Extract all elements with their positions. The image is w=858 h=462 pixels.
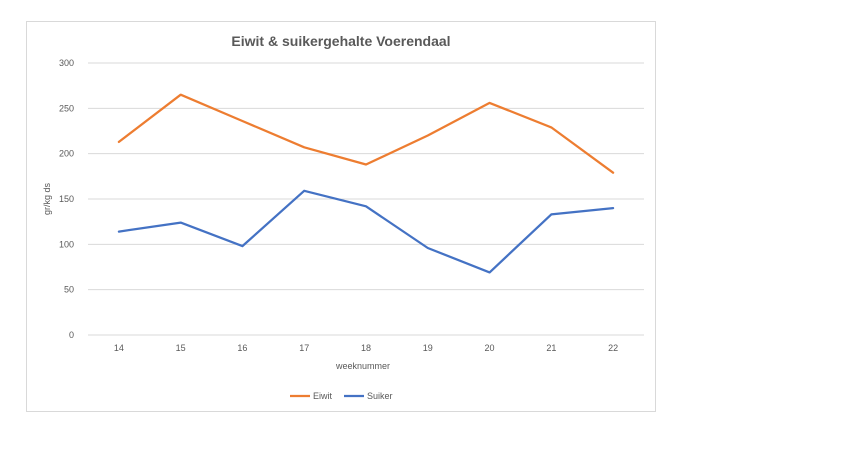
legend-label-eiwit: Eiwit — [313, 391, 333, 401]
gridlines — [88, 62, 644, 336]
x-tick-label: 22 — [608, 343, 618, 353]
x-tick-label: 20 — [485, 343, 495, 353]
y-tick-label: 300 — [59, 58, 74, 68]
y-tick-labels: 0 50 100 150 200 250 300 — [59, 58, 74, 340]
legend: Eiwit Suiker — [290, 391, 393, 401]
chart-frame — [26, 21, 656, 412]
x-tick-label: 19 — [423, 343, 433, 353]
x-tick-label: 17 — [299, 343, 309, 353]
y-tick-label: 50 — [64, 285, 74, 295]
y-tick-label: 250 — [59, 103, 74, 113]
y-axis-label: gr/kg ds — [42, 182, 52, 215]
y-tick-label: 200 — [59, 149, 74, 159]
y-tick-label: 0 — [69, 330, 74, 340]
x-tick-label: 14 — [114, 343, 124, 353]
x-tick-label: 15 — [176, 343, 186, 353]
x-tick-label: 21 — [546, 343, 556, 353]
series-line-eiwit — [117, 93, 615, 174]
series-line-suiker — [117, 189, 615, 274]
y-tick-label: 150 — [59, 194, 74, 204]
x-tick-label: 18 — [361, 343, 371, 353]
x-tick-labels: 14 15 16 17 18 19 20 21 22 — [114, 343, 618, 353]
legend-label-suiker: Suiker — [367, 391, 393, 401]
chart-title: Eiwit & suikergehalte Voerendaal — [231, 33, 450, 49]
series-lines — [117, 93, 615, 274]
x-axis-label: weeknummer — [335, 361, 390, 371]
x-tick-label: 16 — [237, 343, 247, 353]
y-tick-label: 100 — [59, 239, 74, 249]
